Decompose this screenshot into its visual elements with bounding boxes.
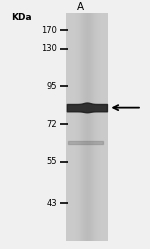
Text: KDa: KDa (11, 13, 32, 22)
Text: 43: 43 (46, 199, 57, 208)
Text: 130: 130 (41, 44, 57, 53)
Text: A: A (77, 2, 84, 12)
Text: 170: 170 (41, 26, 57, 35)
Text: 72: 72 (46, 120, 57, 129)
Bar (66, 13, 108, 241)
Text: 95: 95 (47, 82, 57, 91)
Text: 55: 55 (47, 157, 57, 166)
